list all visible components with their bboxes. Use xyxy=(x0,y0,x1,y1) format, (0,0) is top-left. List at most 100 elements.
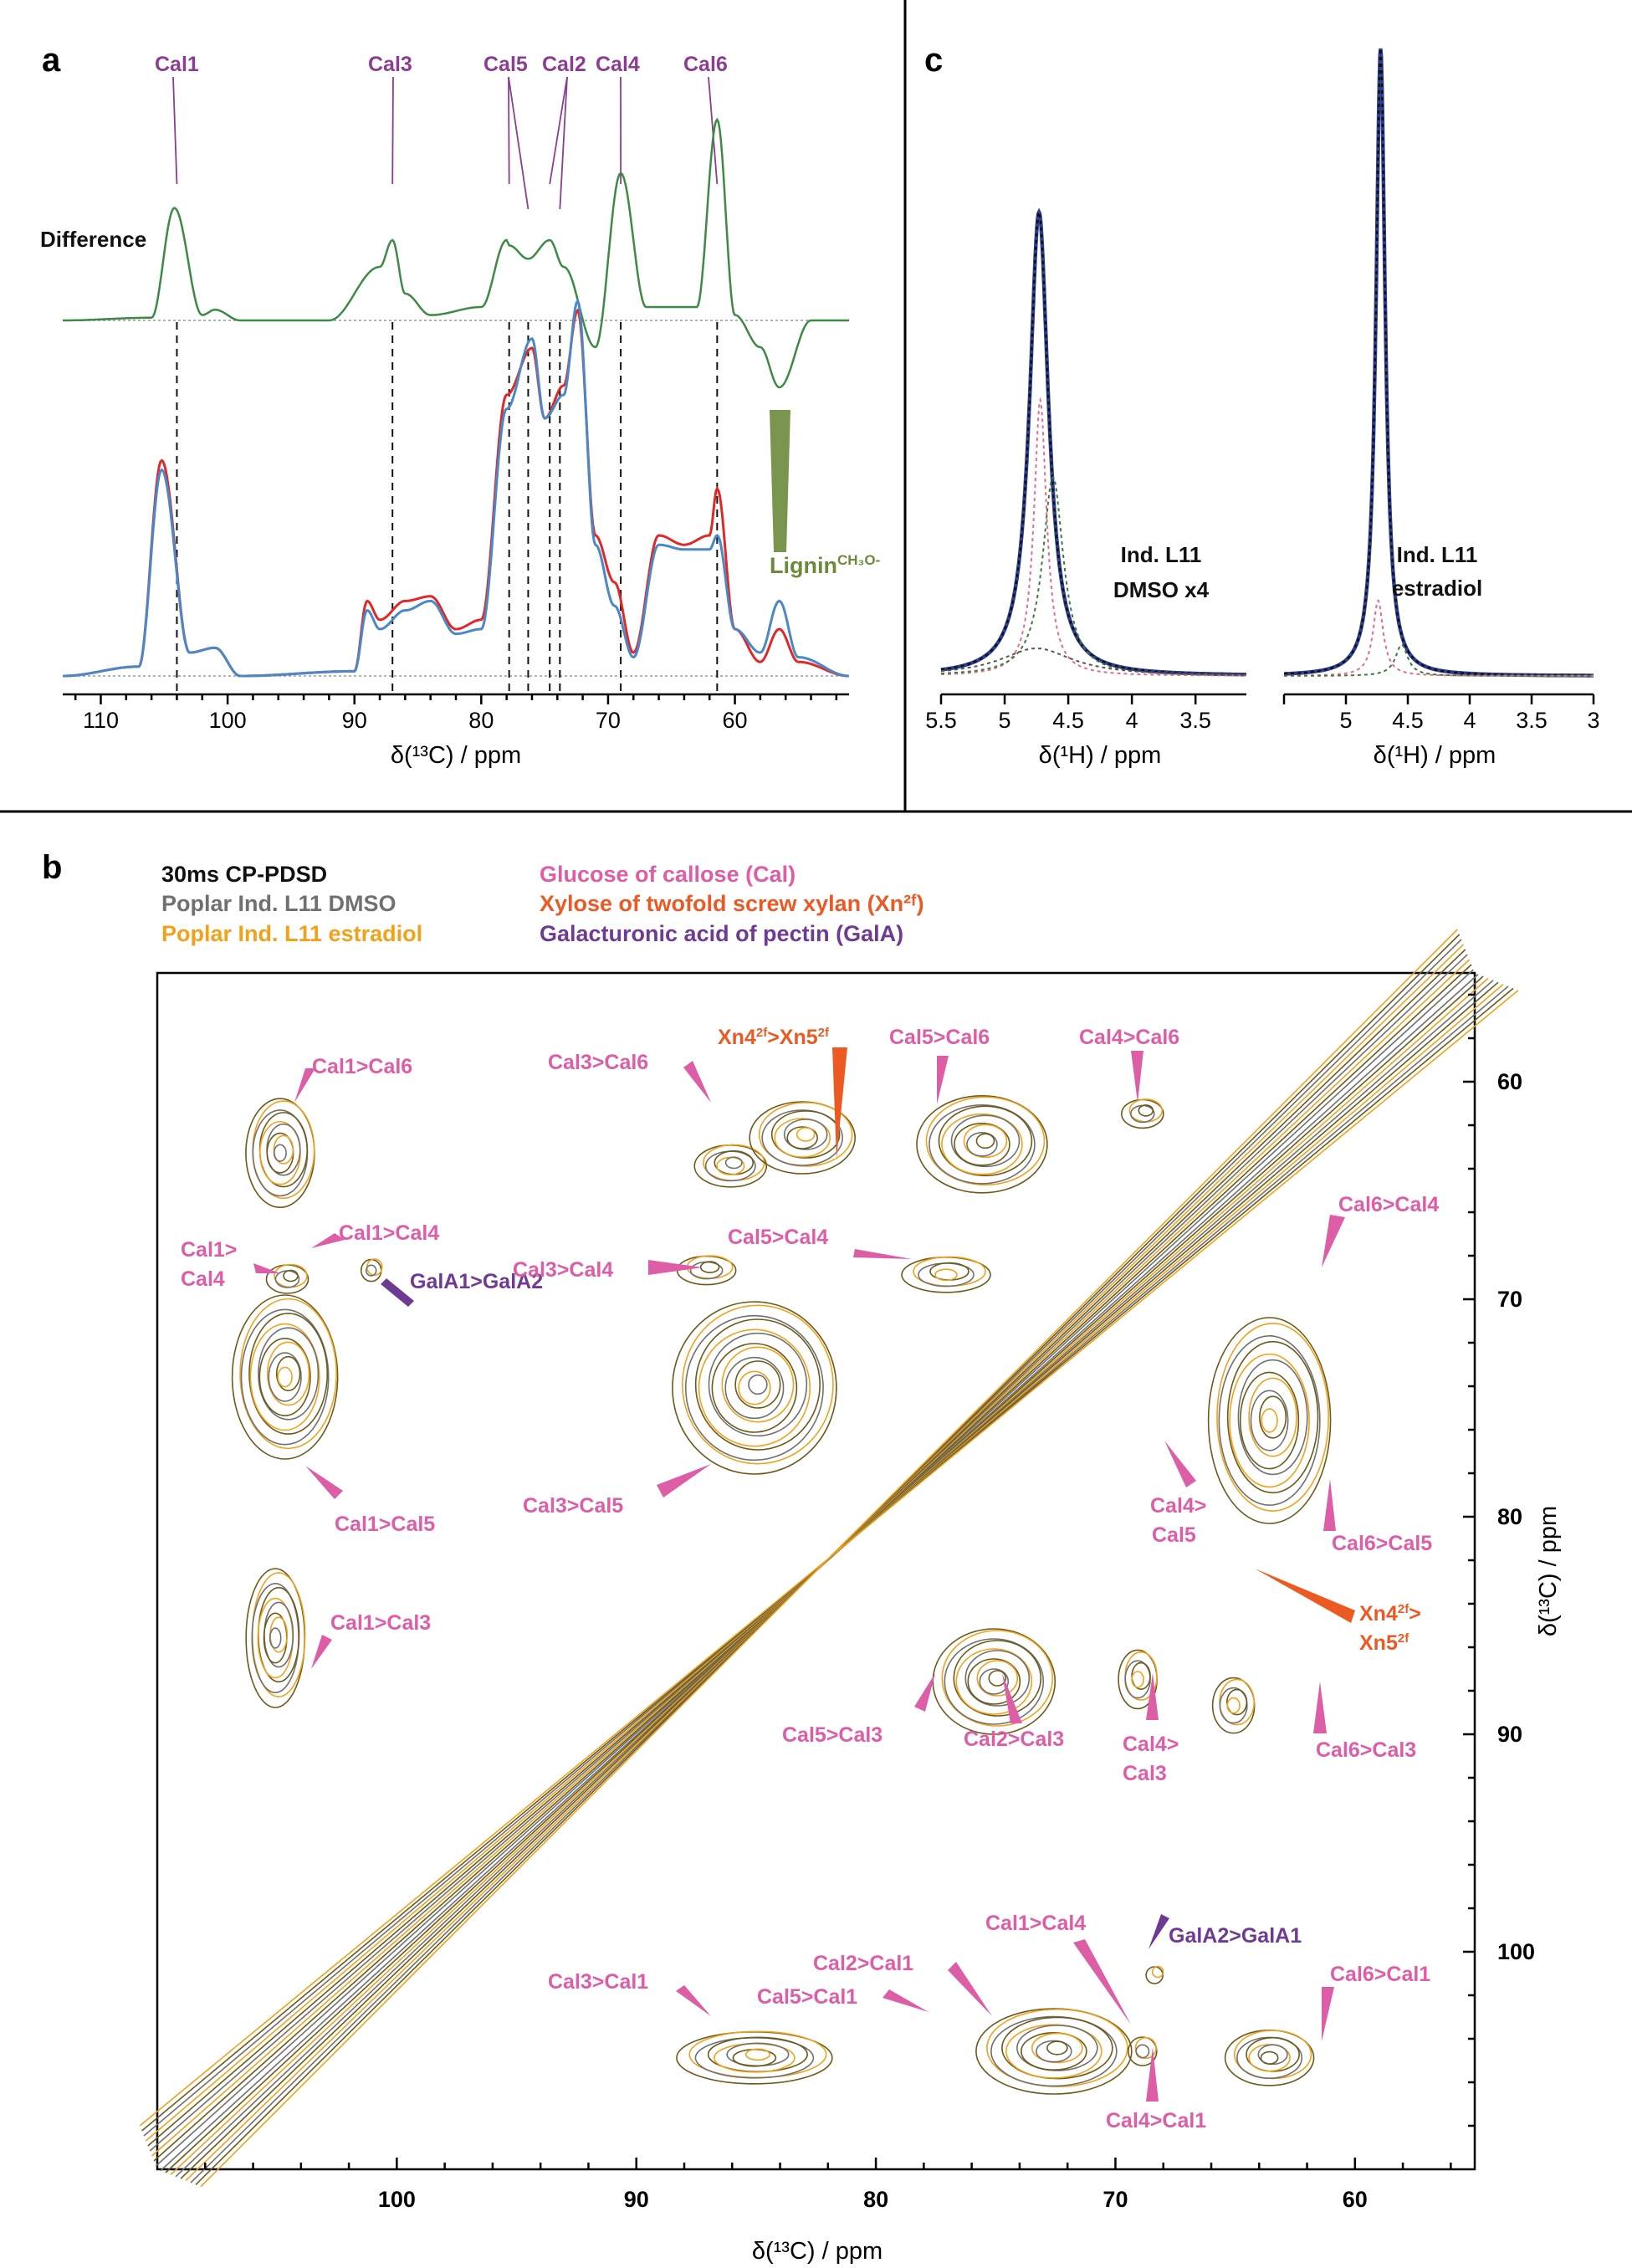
contour-ring-16 xyxy=(732,2049,777,2067)
contour-ring-6 xyxy=(749,1101,856,1175)
pointer-cal4-cal5 xyxy=(1164,1441,1196,1487)
label-cal4-cal1: Cal4>Cal1 xyxy=(1106,2109,1206,2132)
pointer-cal6-cal5 xyxy=(1323,1479,1336,1531)
c-right-tick-label: 5 xyxy=(1339,708,1352,733)
contour-ring-17 xyxy=(990,2015,1118,2087)
c-left-tick-label: 3.5 xyxy=(1179,708,1211,733)
pointer-cal1-cal4 xyxy=(311,1233,345,1248)
peak-label-cal4: Cal4 xyxy=(596,53,640,76)
contour-ring-17 xyxy=(986,2009,1128,2088)
contour-ring-1 xyxy=(258,1327,320,1421)
b-y-tick-label: 80 xyxy=(1497,1504,1522,1529)
panel-c-left-xlabel: δ(¹H) / ppm xyxy=(1039,742,1162,769)
contour-ring-2 xyxy=(245,1568,305,1708)
label-line-cal2 xyxy=(549,76,568,185)
b-y-tick-label: 90 xyxy=(1497,1722,1522,1747)
contour-ring-7 xyxy=(938,1105,1033,1177)
c-right-tick-label: 3 xyxy=(1587,708,1599,733)
panel-a-x-ticks: 110 100 90 80 70 60 xyxy=(74,694,838,733)
label-line-cal2-b xyxy=(559,76,568,210)
contour-ring-1 xyxy=(239,1298,337,1450)
panel-a-letter: a xyxy=(42,42,61,79)
series-line-2 xyxy=(63,298,849,678)
label-cal4-cal3-a: Cal4> xyxy=(1123,1733,1179,1756)
panel-c-left-label-2: DMSO x4 xyxy=(1113,577,1210,602)
contour-ring-17 xyxy=(1036,2040,1072,2063)
contour-ring-1 xyxy=(267,1341,310,1406)
tick-label: 90 xyxy=(342,708,367,733)
contour-ring-18 xyxy=(1260,2050,1279,2065)
tick-label: 60 xyxy=(723,708,748,733)
panel-c-series xyxy=(940,48,1594,678)
contour-ring-7 xyxy=(950,1114,1021,1168)
tick-label: 100 xyxy=(209,708,247,733)
label-cal5-cal6: Cal5>Cal6 xyxy=(889,1026,990,1049)
contour-ring-20 xyxy=(1135,2044,1150,2059)
label-cal6-cal1: Cal6>Cal1 xyxy=(1330,1963,1430,1986)
pointer-cal3-cal4 xyxy=(648,1260,703,1275)
contour-ring-7 xyxy=(963,1124,1008,1159)
contour-ring-6 xyxy=(761,1109,843,1166)
contour-ring-11 xyxy=(699,1261,720,1273)
peak-label-cal6: Cal6 xyxy=(683,53,728,76)
b-y-tick-label: 70 xyxy=(1497,1287,1522,1312)
contour-ring-9 xyxy=(708,1332,808,1437)
contour-ring-12 xyxy=(1239,1371,1300,1470)
label-cal2-cal3: Cal2>Cal3 xyxy=(964,1728,1064,1751)
label-cal6-cal3: Cal6>Cal3 xyxy=(1316,1738,1416,1762)
label-cal3-cal5: Cal3>Cal5 xyxy=(523,1494,623,1518)
contour-ring-15 xyxy=(1226,1688,1248,1716)
pointer-gala1-gala2 xyxy=(381,1278,414,1307)
series-line-0 xyxy=(63,117,849,389)
contour-ring-12 xyxy=(1226,1340,1319,1494)
contour-ring-13 xyxy=(953,1640,1042,1717)
contour-ring-7 xyxy=(929,1104,1036,1185)
difference-label: Difference xyxy=(40,227,146,252)
contour-ring-13 xyxy=(944,1638,1045,1725)
contour-ring-13 xyxy=(955,1648,1033,1715)
contour-ring-20 xyxy=(1128,2036,1158,2066)
label-cal1-cal4-b1: Cal1> xyxy=(181,1238,237,1262)
contour-ring-9 xyxy=(694,1318,821,1451)
peak-label-lines xyxy=(172,76,719,210)
panel-b-ylabel: δ(¹³C) / ppm xyxy=(1535,1506,1562,1636)
contour-ring-15 xyxy=(1226,1697,1241,1714)
contour-ring-5 xyxy=(704,1150,756,1182)
pointer-cal5-cal4 xyxy=(853,1249,912,1259)
contour-ring-4 xyxy=(360,1258,382,1282)
pointer-cal2-cal3 xyxy=(1002,1673,1022,1723)
contour-ring-17 xyxy=(1001,2016,1113,2080)
contour-ring-2 xyxy=(269,1627,282,1649)
pointer-cal5-cal6 xyxy=(937,1056,949,1104)
contour-ring-13 xyxy=(988,1670,1007,1687)
label-cal3-cal1: Cal3>Cal1 xyxy=(548,1970,648,1994)
contour-ring-17 xyxy=(1021,2032,1087,2071)
peak-label-cal2: Cal2 xyxy=(542,53,586,76)
contour-ring-3 xyxy=(283,1269,299,1282)
label-cal3-cal4: Cal3>Cal4 xyxy=(513,1258,613,1282)
lignin-label: LigninCH₃O- xyxy=(770,552,880,578)
contour-ring-3 xyxy=(274,1263,308,1288)
peak-label-cal3: Cal3 xyxy=(368,53,412,76)
spectra-series xyxy=(63,117,849,678)
c-left-tick-label: 5 xyxy=(999,708,1011,733)
c-left-series-0 xyxy=(940,207,1246,677)
pointer-cal6-cal4 xyxy=(1322,1215,1345,1267)
legend-experiment: 30ms CP-PDSD xyxy=(161,862,327,887)
b-y-tick-label: 100 xyxy=(1497,1939,1535,1964)
legend-dmso: Poplar Ind. L11 DMSO xyxy=(161,891,396,916)
c-left-fit-line xyxy=(940,209,1246,676)
pointer-cal1-cal6 xyxy=(294,1068,315,1103)
contour-ring-7 xyxy=(975,1133,995,1149)
peak-label-cal1: Cal1 xyxy=(155,53,199,76)
contour-ring-1 xyxy=(275,1355,301,1392)
label-cal6-cal4: Cal6>Cal4 xyxy=(1338,1193,1439,1216)
contour-ring-6 xyxy=(786,1126,818,1149)
contour-ring-9 xyxy=(698,1329,811,1447)
label-cal1-cal4-low: Cal1>Cal4 xyxy=(985,1912,1086,1935)
contour-ring-9 xyxy=(721,1346,795,1423)
label-xn-top: Xn42f>Xn52f xyxy=(718,1026,830,1049)
contour-ring-16 xyxy=(744,2048,770,2061)
label-line-cal5-b xyxy=(508,76,530,210)
contour-ring-3 xyxy=(265,1264,310,1294)
